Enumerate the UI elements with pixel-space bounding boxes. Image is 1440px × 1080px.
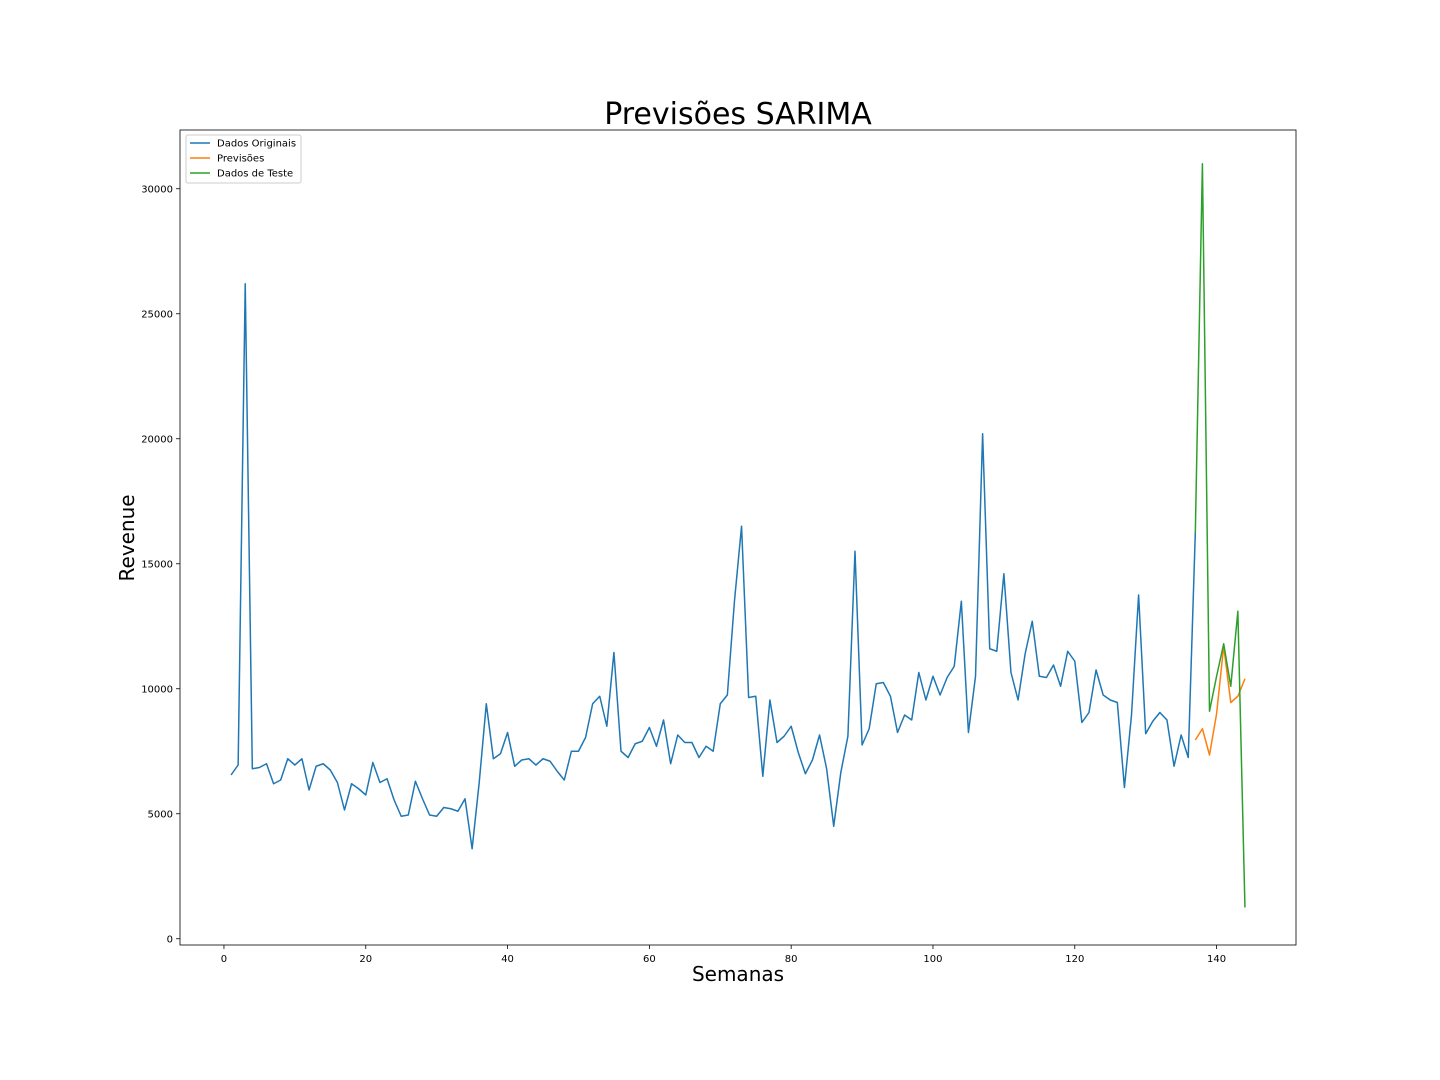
legend-label-dados-de-teste: Dados de Teste [217,169,293,180]
legend: Dados Originais Previsões Dados de Teste [185,134,302,184]
plot-content [230,163,1246,908]
y-tick-label: 5000 [148,809,173,820]
series-line-dados-originais [230,283,1197,850]
axes: 0 20 40 60 80 100 120 140 0 5000 10000 15000 20000 25… [141,129,1297,965]
x-tick-label: 140 [1207,954,1226,965]
y-axis-label: Revenue [115,494,139,581]
x-tick-label: 60 [643,954,656,965]
chart-title: Previsões SARIMA [604,97,872,132]
x-axis-label: Semanas [692,962,784,986]
legend-label-dados-originais: Dados Originais [217,139,296,150]
legend-box [185,134,302,184]
x-tick-label: 80 [785,954,798,965]
y-tick-label: 20000 [141,434,173,445]
x-tick-label: 40 [501,954,514,965]
series-line-dados-de-teste [1194,163,1246,908]
x-tick-label: 120 [1065,954,1084,965]
y-tick-label: 15000 [141,559,173,570]
y-tick-label: 10000 [141,684,173,695]
x-tick-label: 0 [221,954,227,965]
y-tick-label: 0 [167,934,173,945]
x-tick-label: 20 [359,954,372,965]
y-tick-label: 25000 [141,309,173,320]
plot-frame [179,129,1297,946]
y-tick-label: 30000 [141,184,173,195]
series-line-previsoes [1194,645,1246,756]
x-tick-label: 100 [923,954,942,965]
legend-label-previsoes: Previsões [217,154,264,165]
